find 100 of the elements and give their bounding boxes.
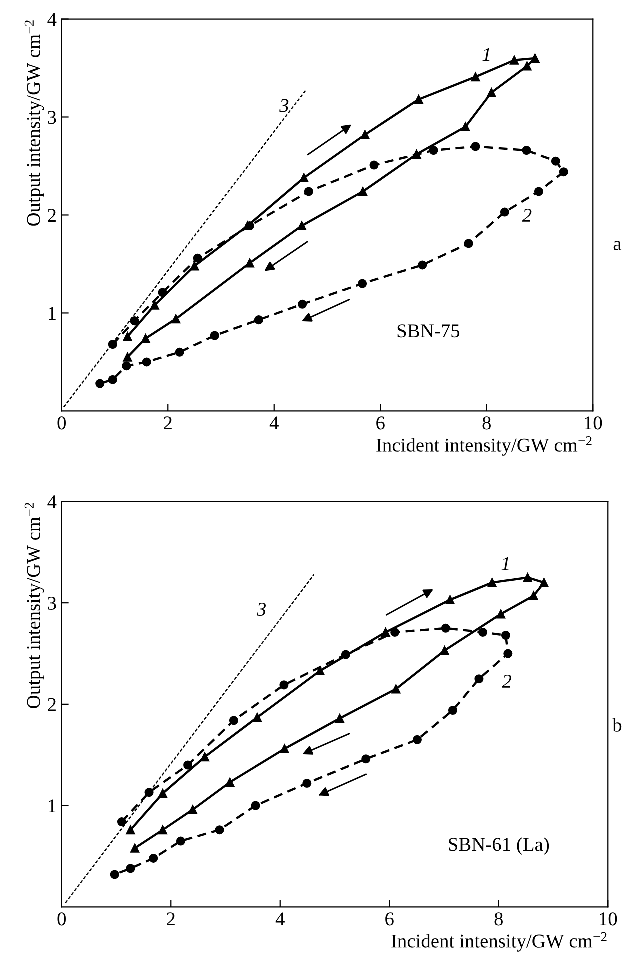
- point: [559, 168, 568, 177]
- point: [418, 260, 428, 270]
- point: [280, 744, 290, 754]
- point: [110, 870, 120, 880]
- point: [226, 778, 235, 787]
- x-axis-title: Incident intensity/GW cm$^{−2}$: [392, 932, 607, 952]
- y-tick-label: 2: [48, 698, 56, 712]
- point: [176, 836, 186, 846]
- x-tick-label: 2: [167, 912, 175, 926]
- point: [254, 316, 264, 325]
- point: [500, 208, 510, 217]
- y-tick-label: 1: [49, 800, 56, 813]
- point: [429, 146, 438, 156]
- point: [252, 713, 262, 722]
- point: [358, 279, 368, 288]
- point: [510, 56, 520, 65]
- point: [188, 805, 198, 814]
- annotation: 3: [280, 99, 289, 112]
- point: [523, 573, 532, 582]
- point: [446, 596, 455, 605]
- y-tick-label: 1: [49, 307, 56, 320]
- point: [522, 62, 532, 71]
- point: [190, 262, 200, 271]
- annotation: 2: [522, 208, 532, 222]
- point: [440, 646, 450, 656]
- point: [158, 826, 168, 835]
- point: [302, 778, 312, 788]
- point: [530, 54, 540, 63]
- point: [522, 146, 532, 156]
- point: [193, 254, 202, 263]
- point: [464, 239, 474, 248]
- point: [304, 187, 314, 196]
- text: a: [614, 241, 622, 250]
- point: [141, 334, 150, 344]
- point: [245, 221, 254, 231]
- x-tick-label: 2: [164, 416, 172, 430]
- x-tick-label: 8: [494, 912, 503, 926]
- x-tick-label: 10: [585, 416, 602, 430]
- point: [381, 628, 390, 637]
- point: [471, 72, 480, 82]
- point: [130, 844, 140, 853]
- annotation: 1: [502, 557, 509, 570]
- x-tick-label: 8: [482, 416, 491, 430]
- x-tick-label: 0: [58, 912, 66, 926]
- point: [172, 314, 181, 324]
- point: [534, 187, 544, 196]
- text: b: [612, 718, 622, 732]
- point: [215, 826, 224, 835]
- point: [471, 142, 480, 152]
- point: [341, 650, 350, 660]
- x-tick-label: 4: [270, 416, 279, 430]
- point: [448, 706, 458, 716]
- point: [360, 130, 370, 140]
- point: [142, 358, 152, 367]
- point: [117, 817, 126, 827]
- point: [362, 754, 371, 764]
- point: [130, 316, 140, 326]
- y-axis-title: Output intensity/GW cm$^{−2}$: [24, 20, 44, 226]
- point: [358, 187, 368, 196]
- point: [504, 649, 513, 658]
- point: [496, 610, 506, 619]
- y-tick-label: 3: [48, 111, 56, 124]
- point: [96, 379, 105, 388]
- point: [150, 300, 160, 310]
- point: [123, 352, 132, 362]
- point: [474, 674, 484, 684]
- point: [158, 789, 168, 798]
- y-tick-label: 3: [48, 596, 56, 610]
- point: [300, 173, 309, 183]
- y-tick-label: 4: [48, 13, 57, 26]
- point: [123, 332, 132, 342]
- point: [529, 591, 538, 600]
- point: [200, 752, 210, 762]
- annotation: 3: [256, 602, 266, 616]
- annotation: 2: [502, 674, 512, 688]
- point: [297, 221, 307, 231]
- point: [298, 300, 308, 309]
- x-tick-label: 0: [58, 416, 66, 430]
- point: [540, 578, 549, 588]
- point: [149, 854, 158, 864]
- point: [501, 631, 510, 640]
- point: [487, 88, 496, 98]
- x-tick-label: 4: [276, 912, 285, 926]
- point: [175, 348, 184, 357]
- point: [392, 684, 401, 694]
- point: [126, 826, 136, 835]
- point: [280, 680, 289, 690]
- point: [316, 666, 325, 676]
- point: [122, 362, 132, 371]
- point: [229, 716, 238, 726]
- y-axis-title: Output intensity/GW cm$^{−2}$: [24, 503, 44, 708]
- point: [126, 864, 136, 874]
- y-tick-label: 4: [48, 496, 57, 508]
- x-axis-title: Incident intensity/GW cm$^{−2}$: [376, 436, 592, 456]
- y-tick-label: 2: [48, 209, 56, 222]
- point: [184, 760, 193, 770]
- point: [210, 331, 220, 340]
- point: [441, 624, 450, 633]
- annotation: 1: [482, 48, 490, 62]
- point: [108, 375, 118, 384]
